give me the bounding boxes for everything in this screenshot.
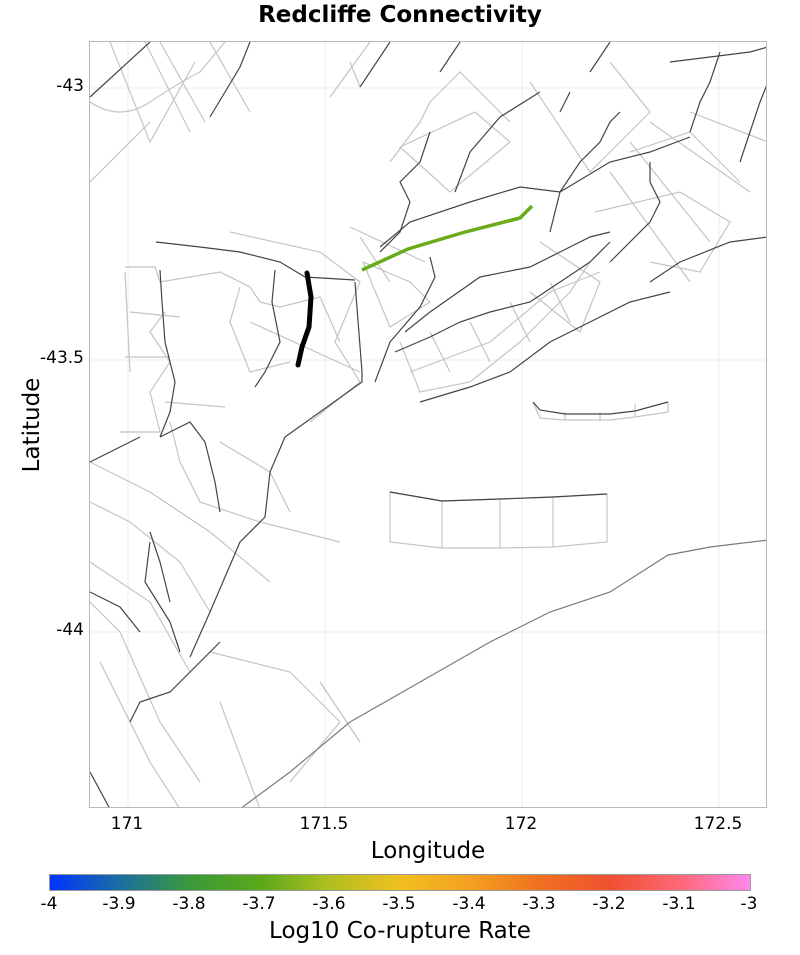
colorbar-tick: -3.9	[102, 894, 136, 914]
y-axis-label: Latitude	[19, 377, 45, 473]
colorbar-label: Log10 Co-rupture Rate	[269, 918, 531, 944]
coastline	[241, 539, 766, 807]
y-tick: -43.5	[40, 348, 84, 368]
colorbar	[49, 874, 751, 891]
x-tick: 172	[504, 814, 538, 834]
y-tick: -43	[56, 76, 84, 96]
colorbar-tick: -3.3	[522, 894, 556, 914]
x-tick: 171	[110, 814, 144, 834]
colorbar-tick: -3.4	[452, 894, 486, 914]
redcliffe-fault-source	[295, 270, 314, 368]
x-tick: 172.5	[693, 814, 743, 834]
colorbar-tick: -4	[40, 894, 58, 914]
fault-traces	[90, 42, 766, 807]
colorbar-tick: -3.5	[382, 894, 416, 914]
colorbar-tick: -3.2	[592, 894, 626, 914]
fault-map	[90, 42, 766, 807]
colorbar-tick: -3.1	[662, 894, 696, 914]
colorbar-tick: -3.7	[242, 894, 276, 914]
colorbar-tick: -3	[740, 894, 758, 914]
x-tick: 171.5	[299, 814, 349, 834]
colorbar-tick: -3.6	[312, 894, 346, 914]
colorbar-tick: -3.8	[172, 894, 206, 914]
x-axis-label: Longitude	[370, 838, 486, 864]
map-plot-area	[89, 41, 767, 808]
y-tick: -44	[56, 620, 84, 640]
connected-fault-section	[361, 204, 534, 272]
chart-title: Redcliffe Connectivity	[258, 2, 542, 28]
